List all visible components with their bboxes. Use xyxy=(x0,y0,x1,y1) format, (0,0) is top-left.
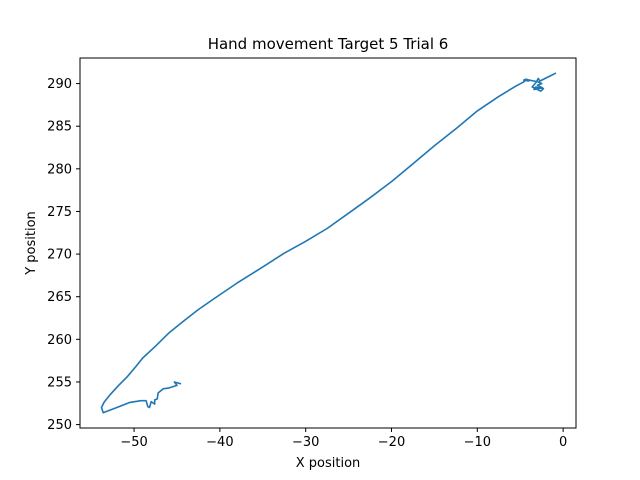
x-tick-label: −40 xyxy=(206,435,233,450)
y-tick-label: 265 xyxy=(47,290,72,305)
x-tick-label: −30 xyxy=(292,435,319,450)
y-tick-label: 255 xyxy=(47,375,72,390)
y-tick-label: 285 xyxy=(47,120,72,135)
y-axis-label: Y position xyxy=(24,211,39,276)
x-tick-label: −10 xyxy=(464,435,491,450)
chart-title: Hand movement Target 5 Trial 6 xyxy=(208,35,449,53)
y-tick-label: 275 xyxy=(47,205,72,220)
y-tick-label: 290 xyxy=(47,77,72,92)
x-tick-label: −50 xyxy=(120,435,147,450)
y-tick-label: 280 xyxy=(47,162,72,177)
trajectory-line-0 xyxy=(100,72,557,414)
plot-frame xyxy=(79,57,577,429)
x-tick-label: −20 xyxy=(378,435,405,450)
x-axis-label: X position xyxy=(296,456,361,471)
y-tick-label: 250 xyxy=(47,418,72,433)
y-tick-label: 270 xyxy=(47,248,72,263)
y-tick-label: 260 xyxy=(47,333,72,348)
y-axis: 250 255 260 265 270 275 280 285 290 xyxy=(47,77,80,433)
plot-area xyxy=(100,72,557,414)
x-axis: −50 −40 −30 −20 −10 0 xyxy=(120,428,567,450)
x-tick-label: 0 xyxy=(559,435,567,450)
